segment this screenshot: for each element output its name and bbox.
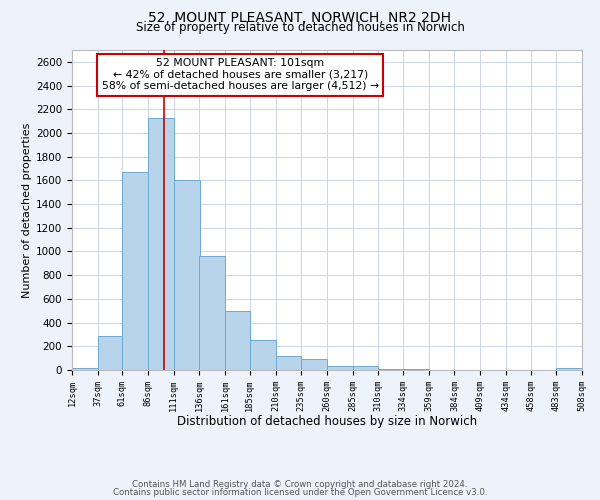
Y-axis label: Number of detached properties: Number of detached properties [22,122,32,298]
Bar [122,172,148,370]
Text: 52 MOUNT PLEASANT: 101sqm
← 42% of detached houses are smaller (3,217)
58% of se: 52 MOUNT PLEASANT: 101sqm ← 42% of detac… [102,58,379,91]
Bar [72,368,98,370]
Bar [98,336,122,370]
Bar [199,256,225,370]
Bar [225,310,250,370]
Bar [353,366,379,370]
Bar [556,368,582,370]
Bar [174,180,199,370]
Text: Contains HM Land Registry data © Crown copyright and database right 2024.: Contains HM Land Registry data © Crown c… [132,480,468,489]
Text: Contains public sector information licensed under the Open Government Licence v3: Contains public sector information licen… [113,488,487,497]
X-axis label: Distribution of detached houses by size in Norwich: Distribution of detached houses by size … [177,416,477,428]
Bar [148,118,174,370]
Text: Size of property relative to detached houses in Norwich: Size of property relative to detached ho… [136,22,464,35]
Bar [275,356,301,370]
Bar [379,369,403,370]
Bar [327,366,353,370]
Bar [250,340,275,370]
Text: 52, MOUNT PLEASANT, NORWICH, NR2 2DH: 52, MOUNT PLEASANT, NORWICH, NR2 2DH [149,11,452,25]
Bar [301,358,327,370]
